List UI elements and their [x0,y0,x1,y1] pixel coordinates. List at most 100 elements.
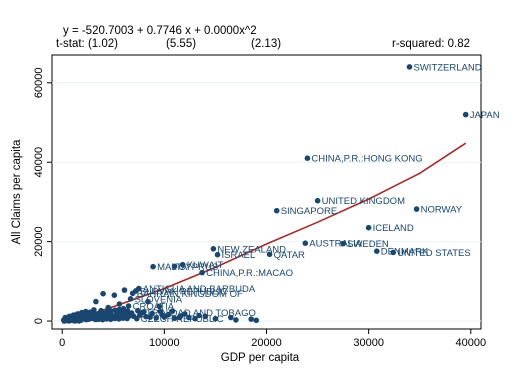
data-point [121,287,128,293]
tstat-annotation: t-stat: (1.02) [56,38,118,50]
data-point [413,206,420,212]
point-layer [60,64,469,324]
data-point [214,251,221,258]
x-tick-label: 30000 [353,337,384,349]
point-label: SWITZERLAND [414,62,482,73]
data-point [210,246,217,252]
data-point [248,316,254,322]
data-point [118,310,124,316]
x-tick-label: 0 [59,337,65,349]
data-point [135,307,141,314]
data-point [165,311,172,318]
data-point [171,263,178,270]
data-point [186,314,192,321]
data-point [126,313,132,319]
point-label: KUWAIT [187,260,224,271]
y-tick-label: 40000 [33,147,45,178]
data-point [196,312,202,319]
y-tick-label: 20000 [33,226,45,257]
data-point [112,315,118,322]
point-label: SWEDEN [347,239,389,250]
data-point [120,315,126,321]
data-point [137,312,143,318]
data-point [302,240,309,246]
data-point [149,310,155,317]
data-point [169,308,176,314]
point-label: ICELAND [373,223,414,234]
point-label: MALTA [157,262,188,273]
data-point [130,313,137,320]
data-point [111,292,118,299]
point-label: ANTIGUA AND BARBUDA [143,284,256,295]
data-point [103,316,110,322]
data-point [273,207,280,214]
point-label: NEW ZEALAND [217,244,286,255]
data-point [150,263,156,270]
data-point [100,290,106,297]
data-point [233,317,239,323]
point-label: CROATIA [133,302,175,313]
rsquared-annotation: r-squared: 0.82 [392,38,470,50]
point-label: UNITED STATES [397,248,471,259]
point-label: SLOVAK REPUBLIC [140,286,228,297]
point-label: SINGAPORE [281,206,338,217]
tstat-annotation-3: (2.13) [251,38,281,50]
data-point [78,317,84,323]
equation-annotation: y = -520.7003 + 0.7746 x + 0.0000x^2 [63,25,257,37]
point-label: JAPAN [470,110,500,121]
data-point [171,315,178,322]
data-point [120,305,127,312]
data-point [266,251,273,258]
point-label: CHINA,P.R.:MACAO [206,268,293,279]
grid-layer [52,82,481,322]
point-label: SLOVENIA [135,294,183,305]
point-label: BAHRAIN KINGDOM OF [137,289,243,300]
data-point [374,248,380,254]
data-point [141,309,147,315]
x-tick-label: 10000 [149,337,180,349]
data-point [192,315,198,322]
axis-layer: 0 20000 40000 60000 0 10000 20000 30000 40000 [33,68,486,349]
data-point [93,298,99,305]
y-tick-label: 0 [33,318,45,324]
data-point [177,313,184,319]
data-point [129,290,136,297]
label-layer: SWITZERLAND JAPAN CHINA,P.R.:HONG KONG UNIT… [133,62,500,325]
point-label: CZECH REPUBLIC [141,314,224,325]
y-axis-title: All Claims per capita [11,139,23,244]
point-label: AUSTRALIA [309,239,362,250]
x-axis-title: GDP per capita [221,352,300,364]
data-point [179,261,186,268]
point-label: UNITED KINGDOM [322,196,405,207]
point-label: DENMARK [381,247,429,258]
y-tick-label: 60000 [33,68,45,99]
data-point [122,310,128,317]
point-label: NORWAY [421,205,463,216]
data-point [228,314,234,321]
x-tick-label: 40000 [455,337,486,349]
data-point [127,296,134,302]
point-label: ISRAEL [222,250,256,261]
point-label: CYPRUS [179,262,219,273]
data-point [156,303,163,310]
data-point [340,240,346,247]
data-point [91,307,97,313]
data-point [314,197,321,204]
data-point [304,155,311,161]
data-point [462,111,469,118]
data-point [145,298,151,305]
data-point [143,313,149,320]
point-label: QATAR [274,250,305,261]
data-point [406,64,413,70]
data-point [365,224,372,231]
tstat-annotation-2: (5.55) [166,38,196,50]
data-point [125,303,132,309]
plot-frame [51,54,482,330]
x-tick-label: 20000 [251,337,282,349]
data-point [153,315,159,321]
data-point [116,301,123,307]
data-point [390,249,397,256]
data-point [199,269,205,276]
